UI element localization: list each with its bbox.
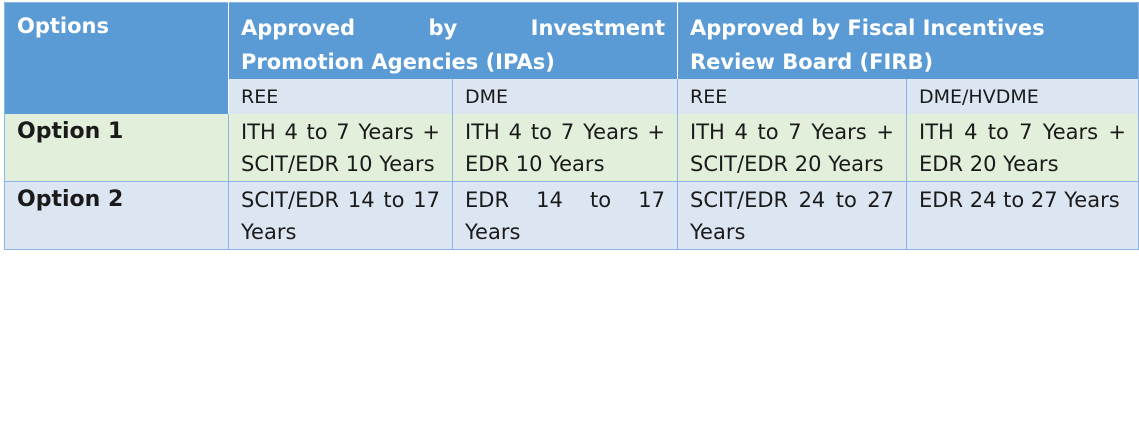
table-row-option-1: Option 1 ITH 4 to 7 Years + SCIT/EDR 10 …: [4, 113, 1139, 181]
cell-option1-ipa-dme: ITH 4 to 7 Years + EDR 10 Years: [452, 113, 678, 181]
cell-option1-ipa-ree: ITH 4 to 7 Years + SCIT/EDR 10 Years: [228, 113, 453, 181]
subheader-ipa-dme: DME: [452, 79, 678, 114]
ipa-header-line1: Approved by Investment: [241, 16, 665, 40]
table-subheader-row: REE DME REE DME/HVDME: [5, 79, 1139, 114]
ipa-column-header: Approved by Investment Promotion Agencie…: [228, 2, 678, 79]
subheader-ipa-ree: REE: [228, 79, 453, 114]
subheader-firb-ree: REE: [677, 79, 907, 114]
subheader-firb-dme-hvdme: DME/HVDME: [906, 79, 1139, 114]
firb-header-line1: Approved by Fiscal Incentives: [690, 16, 1045, 40]
firb-header-line2: Review Board (FIRB): [690, 50, 934, 74]
table-header-row: Options Approved by Investment Promotion…: [4, 2, 1139, 114]
cell-option2-firb-ree: SCIT/EDR 24 to 27 Years: [677, 181, 907, 249]
row-label-option-2: Option 2: [4, 181, 229, 249]
incentives-options-table: Options Approved by Investment Promotion…: [4, 2, 1139, 250]
table-row-option-2: Option 2 SCIT/EDR 14 to 17 Years EDR 14 …: [4, 181, 1139, 249]
options-column-header: Options: [4, 2, 229, 114]
cell-option2-ipa-dme: EDR 14 to 17 Years: [452, 181, 678, 249]
cell-option2-firb-dme-hvdme: EDR 24 to 27 Years: [906, 181, 1139, 249]
cell-option1-firb-ree: ITH 4 to 7 Years + SCIT/EDR 20 Years: [677, 113, 907, 181]
row-label-option-1: Option 1: [4, 113, 229, 181]
firb-column-header: Approved by Fiscal Incentives Review Boa…: [678, 3, 1139, 80]
cell-option2-ipa-ree: SCIT/EDR 14 to 17 Years: [228, 181, 453, 249]
ipa-header-line2: Promotion Agencies (IPAs): [241, 50, 555, 74]
cell-option1-firb-dme-hvdme: ITH 4 to 7 Years + EDR 20 Years: [906, 113, 1139, 181]
